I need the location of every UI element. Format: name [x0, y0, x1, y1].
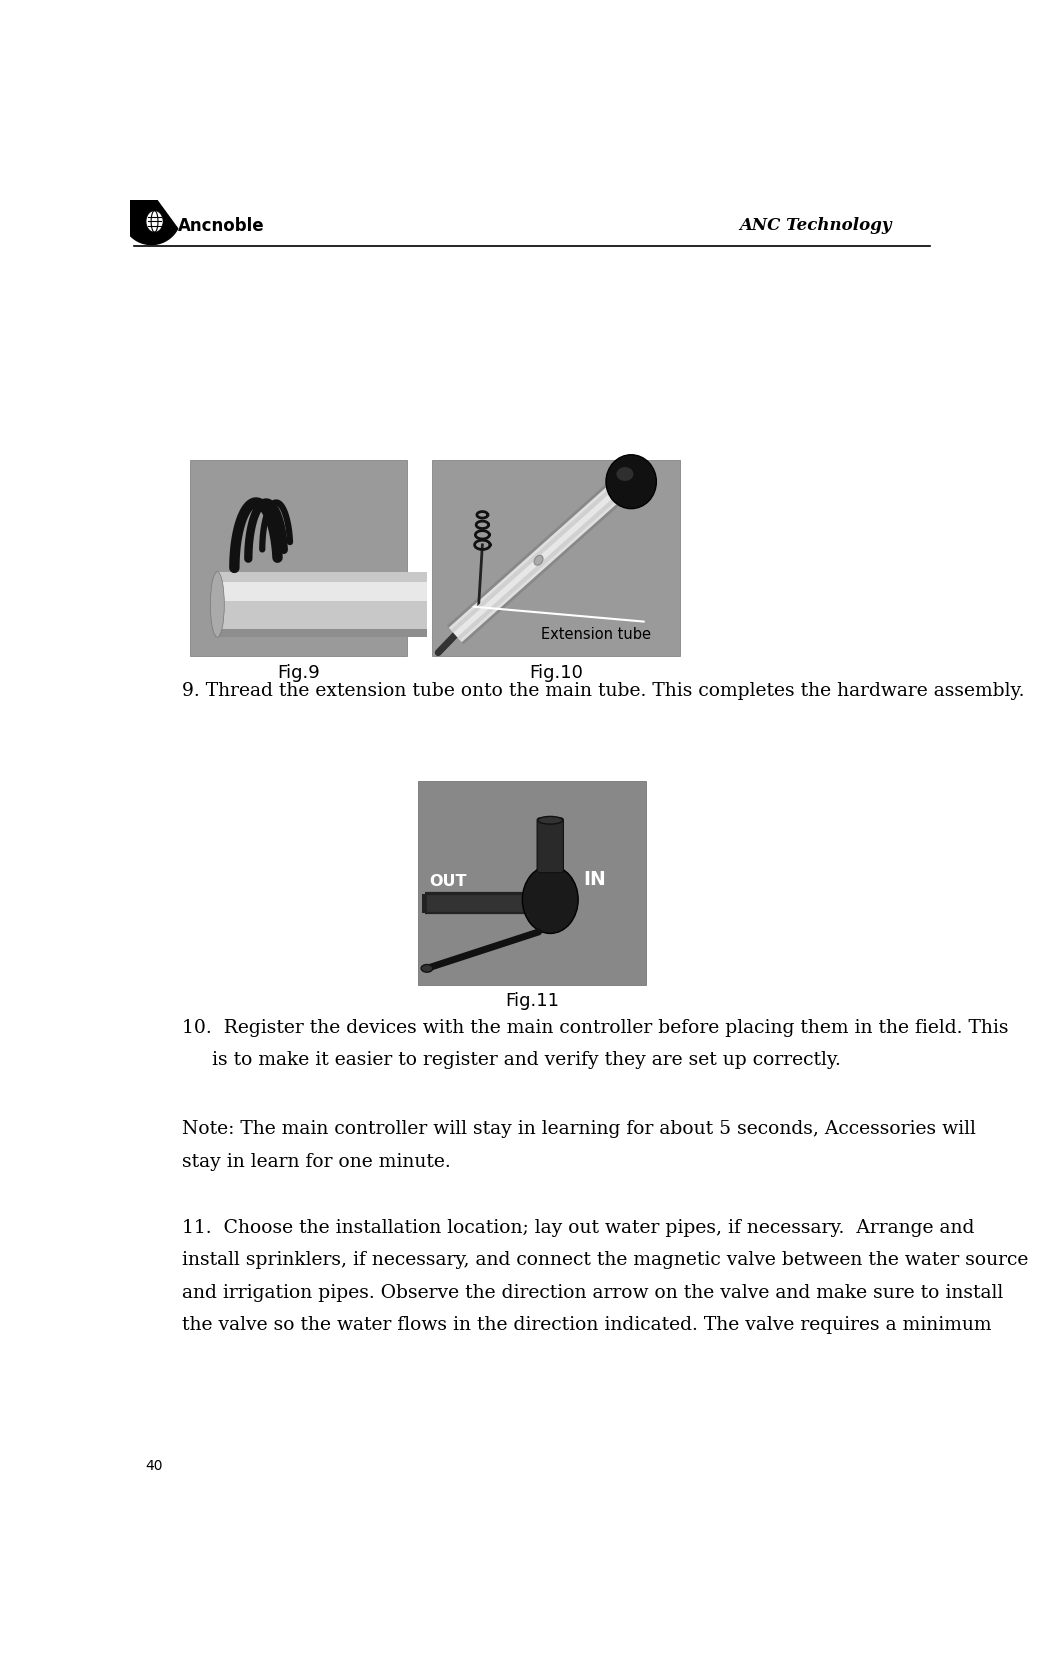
- Text: Fig.11: Fig.11: [504, 992, 559, 1010]
- Ellipse shape: [606, 455, 656, 509]
- Ellipse shape: [538, 816, 563, 825]
- Ellipse shape: [211, 572, 224, 637]
- Text: IN: IN: [582, 868, 605, 888]
- Text: stay in learn for one minute.: stay in learn for one minute.: [183, 1153, 452, 1169]
- Text: install sprinklers, if necessary, and connect the magnetic valve between the wat: install sprinklers, if necessary, and co…: [183, 1250, 1029, 1268]
- Text: Fig.9: Fig.9: [277, 663, 320, 681]
- Bar: [217, 631, 427, 637]
- Text: the valve so the water flows in the direction indicated. The valve requires a mi: the valve so the water flows in the dire…: [183, 1315, 992, 1333]
- Ellipse shape: [535, 555, 543, 565]
- Text: 40: 40: [145, 1459, 163, 1472]
- Text: 9. Thread the extension tube onto the main tube. This completes the hardware ass: 9. Thread the extension tube onto the ma…: [183, 681, 1025, 699]
- Bar: [190, 460, 407, 657]
- Bar: [432, 460, 680, 657]
- Text: Extension tube: Extension tube: [541, 626, 651, 641]
- Bar: [417, 781, 647, 985]
- Ellipse shape: [146, 211, 163, 233]
- Ellipse shape: [144, 211, 165, 234]
- Text: 11.  Choose the installation location; lay out water pipes, if necessary.  Arran: 11. Choose the installation location; la…: [183, 1218, 975, 1236]
- Ellipse shape: [522, 867, 578, 934]
- FancyBboxPatch shape: [537, 818, 564, 873]
- Text: Note: The main controller will stay in learning for about 5 seconds, Accessories: Note: The main controller will stay in l…: [183, 1119, 977, 1138]
- Text: OUT: OUT: [430, 873, 467, 888]
- Text: is to make it easier to register and verify they are set up correctly.: is to make it easier to register and ver…: [183, 1051, 842, 1069]
- Ellipse shape: [421, 965, 433, 972]
- Text: and irrigation pipes. Observe the direction arrow on the valve and make sure to : and irrigation pipes. Observe the direct…: [183, 1283, 1004, 1300]
- Polygon shape: [122, 187, 177, 246]
- Text: Fig.10: Fig.10: [529, 663, 583, 681]
- Text: 10.  Register the devices with the main controller before placing them in the fi: 10. Register the devices with the main c…: [183, 1017, 1009, 1036]
- Bar: [217, 582, 427, 602]
- Ellipse shape: [617, 468, 633, 482]
- Text: Ancnoble: Ancnoble: [177, 216, 265, 234]
- Bar: [422, 895, 427, 913]
- Bar: [217, 572, 427, 637]
- Text: ANC Technology: ANC Technology: [739, 217, 892, 234]
